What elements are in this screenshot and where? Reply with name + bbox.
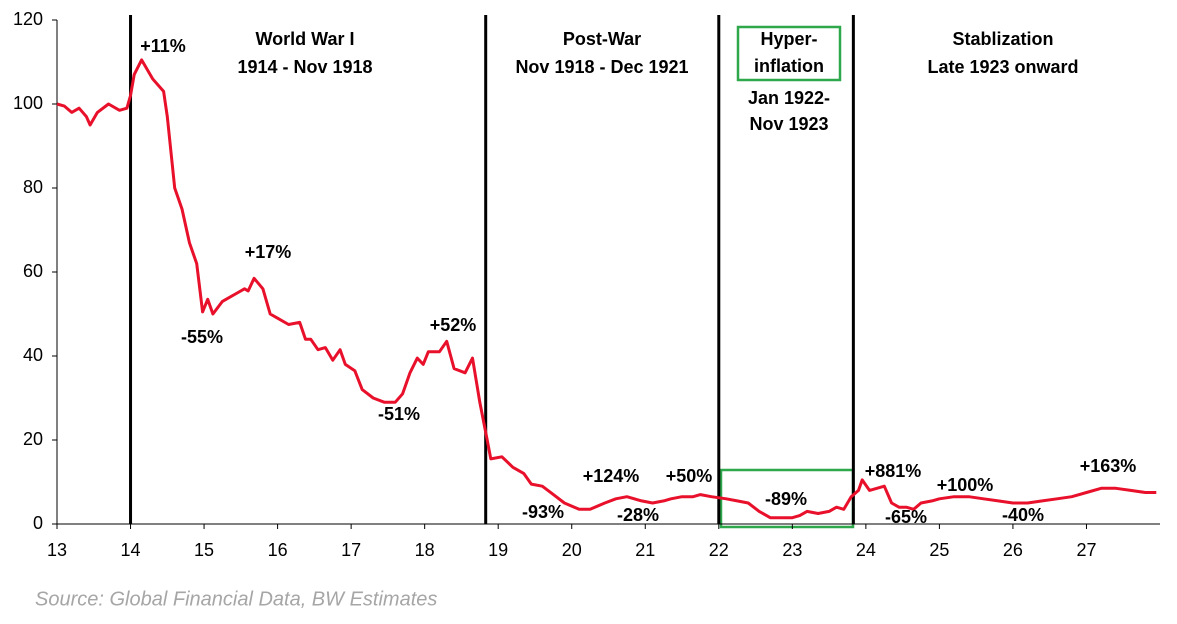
annotation: +163% xyxy=(1080,456,1137,476)
y-tick-label: 120 xyxy=(13,9,43,29)
annotation: -28% xyxy=(617,505,659,525)
y-tick-label: 60 xyxy=(23,261,43,281)
x-tick-label: 21 xyxy=(635,540,655,560)
annotation: +100% xyxy=(937,475,994,495)
period-label: Jan 1922- xyxy=(748,88,830,108)
x-tick-label: 24 xyxy=(856,540,876,560)
y-tick-label: 0 xyxy=(33,513,43,533)
x-tick-label: 15 xyxy=(194,540,214,560)
x-tick-label: 18 xyxy=(415,540,435,560)
x-tick-label: 19 xyxy=(488,540,508,560)
x-tick-label: 27 xyxy=(1076,540,1096,560)
annotation: +50% xyxy=(666,466,713,486)
y-tick-label: 80 xyxy=(23,177,43,197)
annotation: +11% xyxy=(140,36,186,56)
x-tick-label: 16 xyxy=(268,540,288,560)
period-label: Nov 1923 xyxy=(749,114,828,134)
period-label: inflation xyxy=(754,56,824,76)
annotation: -65% xyxy=(885,507,927,527)
period-label: Late 1923 onward xyxy=(927,57,1078,77)
annotation: +881% xyxy=(865,461,922,481)
annotation: -55% xyxy=(181,327,223,347)
x-tick-label: 17 xyxy=(341,540,361,560)
source: Source: Global Financial Data, BW Estima… xyxy=(35,588,437,610)
x-tick-label: 22 xyxy=(709,540,729,560)
x-tick-label: 25 xyxy=(929,540,949,560)
y-tick-label: 100 xyxy=(13,93,43,113)
x-tick-label: 20 xyxy=(562,540,582,560)
highlight-box xyxy=(736,25,842,82)
period-label: Nov 1918 - Dec 1921 xyxy=(515,57,688,77)
annotation: -51% xyxy=(378,404,420,424)
annotation: +17% xyxy=(245,242,292,262)
data-line xyxy=(56,58,1157,520)
annotation: -40% xyxy=(1002,505,1044,525)
period-label: World War I xyxy=(256,29,355,49)
x-tick-label: 26 xyxy=(1003,540,1023,560)
annotation: -89% xyxy=(765,489,807,509)
period-label: Stablization xyxy=(952,29,1053,49)
period-label: 1914 - Nov 1918 xyxy=(237,57,372,77)
period-label: Post-War xyxy=(563,29,641,49)
period-label: Hyper- xyxy=(760,29,817,49)
annotation: +52% xyxy=(430,315,477,335)
x-tick-label: 23 xyxy=(782,540,802,560)
y-tick-label: 40 xyxy=(23,345,43,365)
annotation: +124% xyxy=(583,466,640,486)
x-tick-label: 13 xyxy=(47,540,67,560)
y-tick-label: 20 xyxy=(23,429,43,449)
x-tick-label: 14 xyxy=(121,540,141,560)
annotation: -93% xyxy=(522,502,564,522)
